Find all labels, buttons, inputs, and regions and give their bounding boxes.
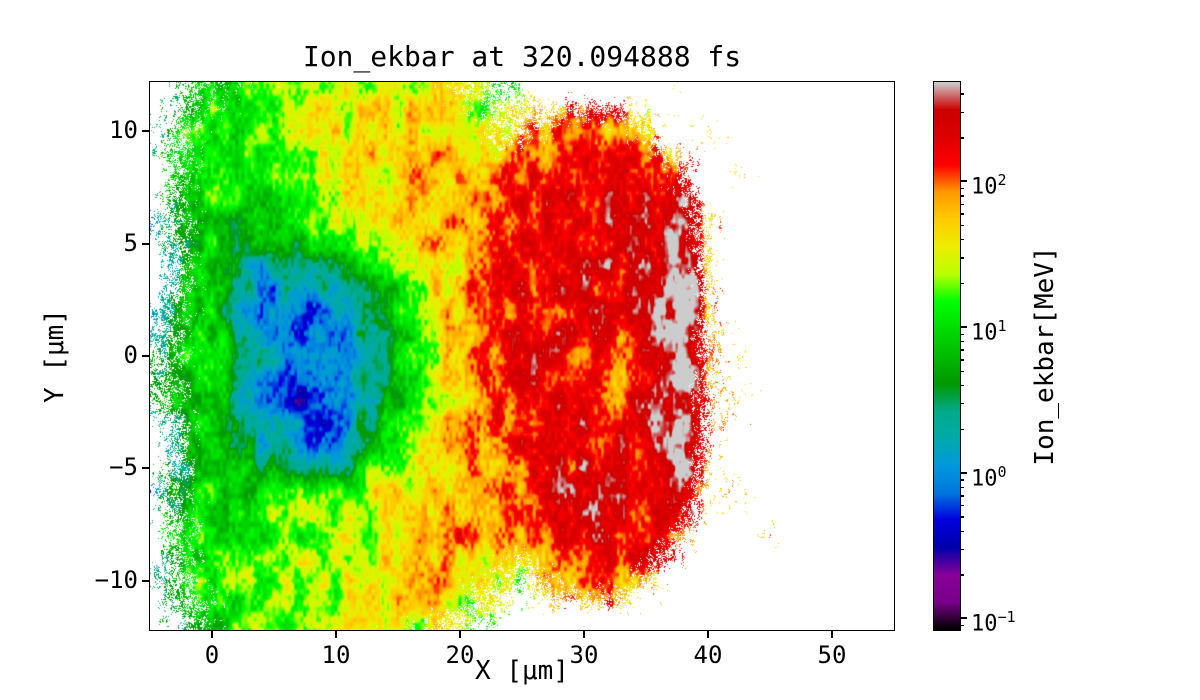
colorbar-tick-label: 101 bbox=[971, 316, 1007, 346]
y-tick-mark bbox=[142, 355, 149, 357]
x-tick-label: 10 bbox=[321, 641, 351, 669]
colorbar-minor-tick-mark bbox=[961, 93, 964, 95]
y-tick-mark bbox=[142, 467, 149, 470]
colorbar-minor-tick-mark bbox=[961, 403, 964, 405]
x-axis-label: X [μm] bbox=[475, 656, 569, 686]
colorbar-tick-label: 100 bbox=[971, 462, 1007, 491]
x-tick-mark bbox=[831, 631, 833, 638]
colorbar-minor-tick-mark bbox=[961, 239, 964, 241]
axes-frame bbox=[149, 81, 895, 631]
colorbar-minor-tick-mark bbox=[961, 187, 964, 190]
plot-title: Ion_ekbar at 320.094888 fs bbox=[302, 40, 742, 73]
colorbar-tick-mark bbox=[961, 180, 967, 183]
colorbar-minor-tick-mark bbox=[961, 340, 964, 343]
x-tick-label: 20 bbox=[445, 641, 475, 669]
colorbar-minor-tick-mark bbox=[961, 349, 964, 351]
x-tick-mark bbox=[459, 631, 461, 638]
colorbar-minor-tick-mark bbox=[961, 137, 964, 139]
x-tick-label: 30 bbox=[569, 641, 599, 669]
x-tick-label: 40 bbox=[693, 641, 723, 669]
x-tick-mark bbox=[211, 631, 213, 638]
colorbar-minor-tick-mark bbox=[961, 203, 964, 206]
y-tick-label: −10 bbox=[94, 565, 138, 594]
colorbar-minor-tick-mark bbox=[961, 282, 964, 285]
heatmap-canvas bbox=[150, 82, 894, 630]
colorbar-canvas bbox=[934, 82, 960, 630]
colorbar-tick-label: 10−1 bbox=[971, 608, 1016, 637]
y-tick-label: 5 bbox=[123, 228, 138, 257]
colorbar-minor-tick-mark bbox=[961, 428, 964, 431]
y-tick-mark bbox=[142, 130, 149, 133]
colorbar-label: Ion_ekbar[MeV] bbox=[1030, 246, 1060, 466]
colorbar-minor-tick-mark bbox=[961, 333, 964, 335]
colorbar-minor-tick-mark bbox=[961, 257, 964, 259]
colorbar-minor-tick-mark bbox=[961, 224, 964, 227]
colorbar-tick-mark bbox=[961, 325, 967, 328]
colorbar-minor-tick-mark bbox=[961, 625, 964, 627]
colorbar-minor-tick-mark bbox=[961, 574, 964, 576]
x-tick-mark bbox=[335, 631, 337, 638]
x-tick-label: 50 bbox=[817, 641, 847, 669]
y-tick-mark bbox=[142, 242, 149, 245]
colorbar-minor-tick-mark bbox=[961, 530, 964, 532]
y-tick-mark bbox=[142, 579, 149, 582]
y-tick-label: 10 bbox=[109, 116, 138, 145]
x-tick-mark bbox=[583, 631, 585, 638]
colorbar-minor-tick-mark bbox=[961, 195, 964, 197]
colorbar-minor-tick-mark bbox=[961, 111, 964, 113]
colorbar-minor-tick-mark bbox=[961, 486, 964, 489]
colorbar-tick-mark bbox=[961, 617, 967, 620]
x-tick-mark bbox=[707, 631, 709, 638]
colorbar-minor-tick-mark bbox=[961, 359, 964, 361]
colorbar-minor-tick-mark bbox=[961, 370, 964, 373]
colorbar-minor-tick-mark bbox=[961, 548, 964, 551]
colorbar-minor-tick-mark bbox=[961, 384, 964, 387]
colorbar-minor-tick-mark bbox=[961, 479, 964, 481]
colorbar-tick-label: 102 bbox=[971, 171, 1007, 200]
colorbar-tick-mark bbox=[961, 471, 967, 474]
colorbar-minor-tick-mark bbox=[961, 516, 964, 518]
colorbar-minor-tick-mark bbox=[961, 495, 964, 497]
y-tick-label: 0 bbox=[123, 341, 138, 369]
colorbar-minor-tick-mark bbox=[961, 213, 964, 215]
colorbar-minor-tick-mark bbox=[961, 504, 964, 507]
colorbar-frame bbox=[933, 81, 961, 631]
y-tick-label: −5 bbox=[109, 453, 138, 482]
x-tick-label: 0 bbox=[204, 641, 220, 669]
